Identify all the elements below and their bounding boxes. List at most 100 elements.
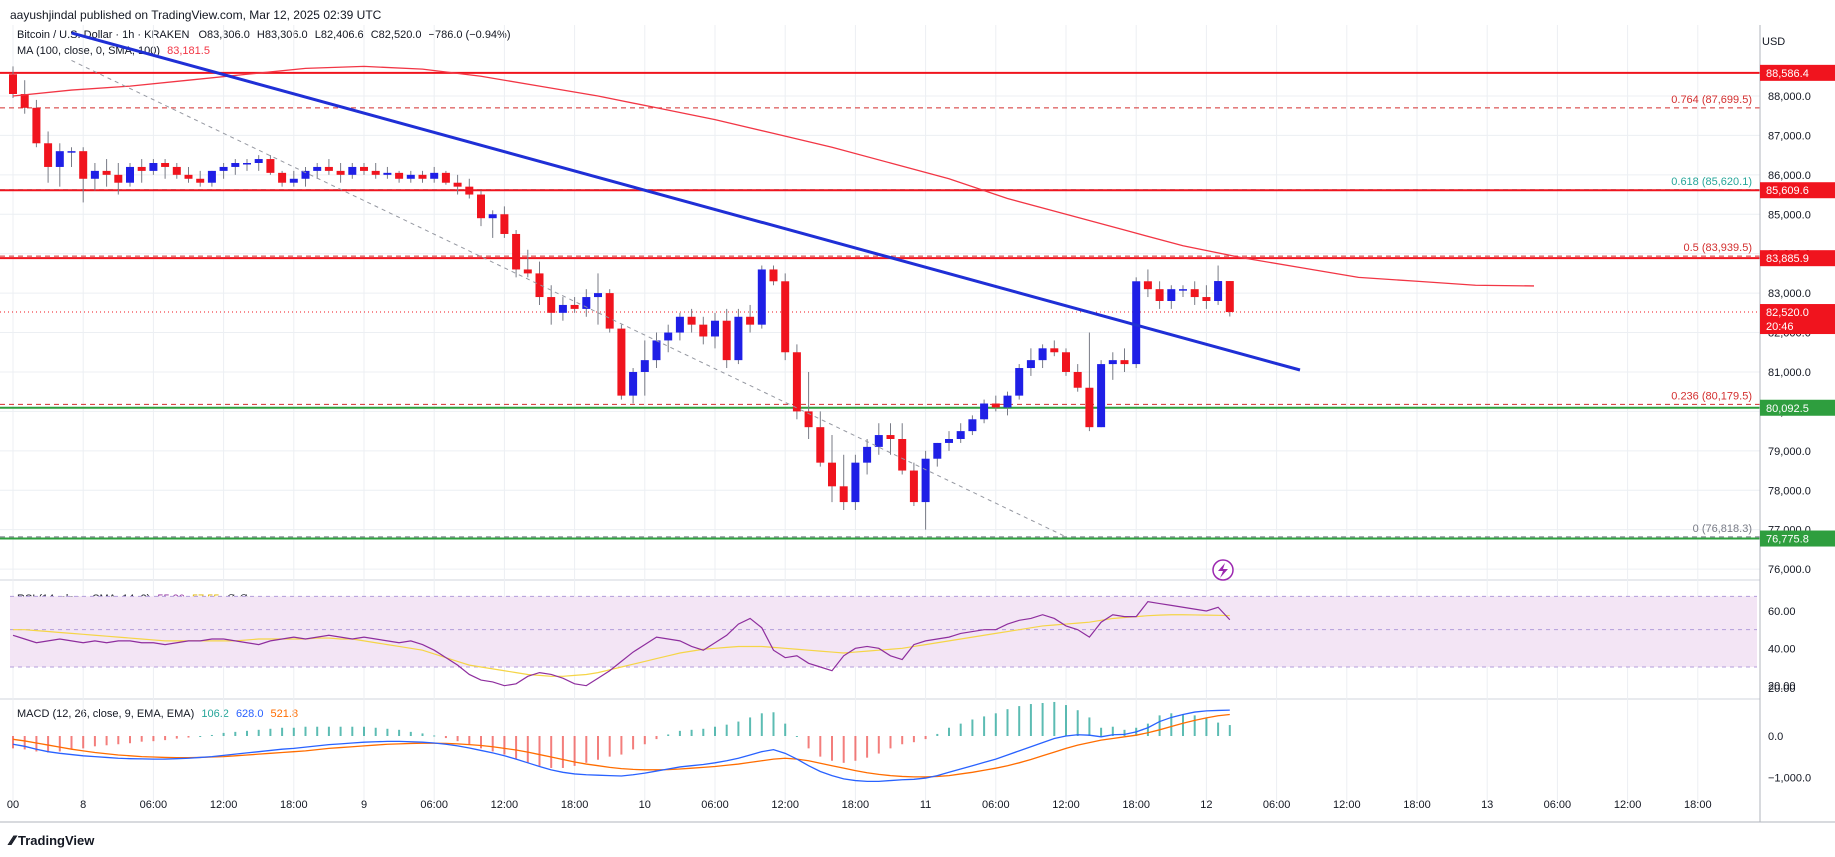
candle-body <box>336 170 345 175</box>
y-tick-label: 88,000.0 <box>1768 91 1811 103</box>
price-tag-bg <box>1760 250 1835 267</box>
candle-body <box>968 419 977 432</box>
price-legend: Bitcoin / U.S. Dollar · 1h · KRAKEN O83,… <box>17 29 515 41</box>
candle-body <box>535 273 544 298</box>
macd-histogram-bar <box>187 736 190 738</box>
y-tick-label: 81,000.0 <box>1768 367 1811 379</box>
x-tick-label: 12:00 <box>210 799 238 811</box>
y-tick-label: 79,000.0 <box>1768 446 1811 458</box>
price-tag-label: 80,092.5 <box>1766 403 1809 415</box>
tradingview-logo[interactable]: ⁄⁄⁄ TradingView <box>10 832 94 848</box>
candle-body <box>722 320 731 361</box>
candle-body <box>1026 360 1035 369</box>
axis-layer: 00 8 06:00 12:00 18:00 9 06:00 12:00 18:00 10 06:0… <box>0 25 1835 823</box>
macd-histogram-bar <box>550 736 553 768</box>
macd-histogram-bar <box>23 736 26 750</box>
low-value: L82,406.6 <box>314 29 364 41</box>
bearish-trendline <box>71 31 1301 372</box>
candle-body <box>874 435 883 447</box>
macd-histogram-bar <box>351 726 354 736</box>
macd-histogram-bar <box>1088 717 1091 736</box>
x-tick-label: 12:00 <box>1052 799 1080 811</box>
candle-countdown-label: 20:46 <box>1766 321 1794 333</box>
macd-histogram-bar <box>35 736 38 752</box>
x-tick-label: 13 <box>1481 799 1493 811</box>
macd-histogram-bar <box>1146 723 1149 736</box>
x-tick-label: 18:00 <box>1684 799 1712 811</box>
macd-histogram-bar <box>1018 706 1021 736</box>
macd-histogram-bar <box>152 736 155 742</box>
candle-body <box>734 316 743 361</box>
candle-body <box>196 178 205 183</box>
x-tick-label: 18:00 <box>1403 799 1431 811</box>
macd-histogram-bar <box>842 736 845 763</box>
candle-body <box>570 304 579 309</box>
candle-body <box>301 170 310 179</box>
macd-histogram-bar <box>737 721 740 736</box>
macd-histogram-bar <box>1041 703 1044 736</box>
macd-histogram-bar <box>725 724 728 736</box>
macd-histogram-bar <box>363 726 365 736</box>
price-tag-label: 83,885.9 <box>1766 253 1809 265</box>
rsi-ma-line <box>13 614 1230 677</box>
macd-histogram-bar <box>889 736 892 749</box>
macd-histogram-bar <box>281 727 284 736</box>
x-tick-label: 18:00 <box>842 799 870 811</box>
tradingview-brand: TradingView <box>18 832 95 848</box>
x-tick-label: 00 <box>7 799 19 811</box>
price-tag-label: 88,586.4 <box>1766 68 1809 80</box>
macd-histogram-bar <box>47 736 50 753</box>
macd-histogram-bar <box>70 736 73 750</box>
macd-histogram-bar <box>1205 718 1208 736</box>
macd-histogram-bar <box>924 736 927 740</box>
macd-value: 628.0 <box>235 708 264 720</box>
candle-body <box>933 442 942 459</box>
macd-histogram-bar <box>714 726 716 736</box>
moving-average-line <box>12 65 1535 287</box>
symbol-label: Bitcoin / U.S. Dollar · 1h · KRAKEN <box>17 29 190 41</box>
macd-histogram-bar <box>831 736 833 761</box>
published-line: aayushjindal published on TradingView.co… <box>10 8 382 22</box>
macd-histogram-bar <box>491 736 494 752</box>
macd-histogram-bar <box>433 735 436 737</box>
lightning-icon <box>1212 559 1234 581</box>
candle-body <box>1132 281 1141 365</box>
ma-value: 83,181.5 <box>167 45 210 57</box>
x-tick-label: 06:00 <box>1263 799 1291 811</box>
x-tick-label: 06:00 <box>140 799 168 811</box>
candle-body <box>102 170 111 175</box>
open-value: O83,306.0 <box>198 29 250 41</box>
x-tick-label: 12:00 <box>1614 799 1642 811</box>
macd-histogram-bar <box>234 731 237 736</box>
macd-histogram-bar <box>175 736 178 739</box>
candle-body <box>769 269 778 282</box>
macd-histogram-bar <box>936 733 939 736</box>
change-value: −786.0 (−0.94%) <box>428 29 511 41</box>
candle-body <box>137 166 146 171</box>
x-tick-label: 18:00 <box>280 799 308 811</box>
candle-body <box>792 352 801 412</box>
rsi-tick-label: 20.00 <box>1768 681 1796 693</box>
macd-histogram-bar <box>58 736 61 752</box>
candle-body <box>406 174 415 179</box>
candle-body <box>711 320 719 337</box>
rsi-line <box>12 601 1231 687</box>
macd-legend: MACD (12, 26, close, 9, EMA, EMA) 106.2 … <box>17 708 302 720</box>
y-tick-label: 78,000.0 <box>1768 485 1811 497</box>
macd-histogram-bar <box>292 727 295 736</box>
x-tick-label: 11 <box>920 799 931 811</box>
macd-histogram-bar <box>643 736 646 745</box>
candle-body <box>324 166 333 171</box>
x-tick-label: 10 <box>639 799 651 811</box>
macd-histogram-bar <box>409 731 412 736</box>
candle-body <box>207 170 216 183</box>
candle-body <box>20 94 29 108</box>
candle-body <box>1062 352 1070 372</box>
candle-body <box>629 371 638 396</box>
macd-histogram-bar <box>573 736 576 766</box>
candle-body <box>781 281 790 353</box>
macd-histogram-bar <box>795 736 798 737</box>
macd-histogram-bar <box>1053 701 1056 736</box>
fib-level-label: 0.236 (80,179.5) <box>1671 390 1752 402</box>
